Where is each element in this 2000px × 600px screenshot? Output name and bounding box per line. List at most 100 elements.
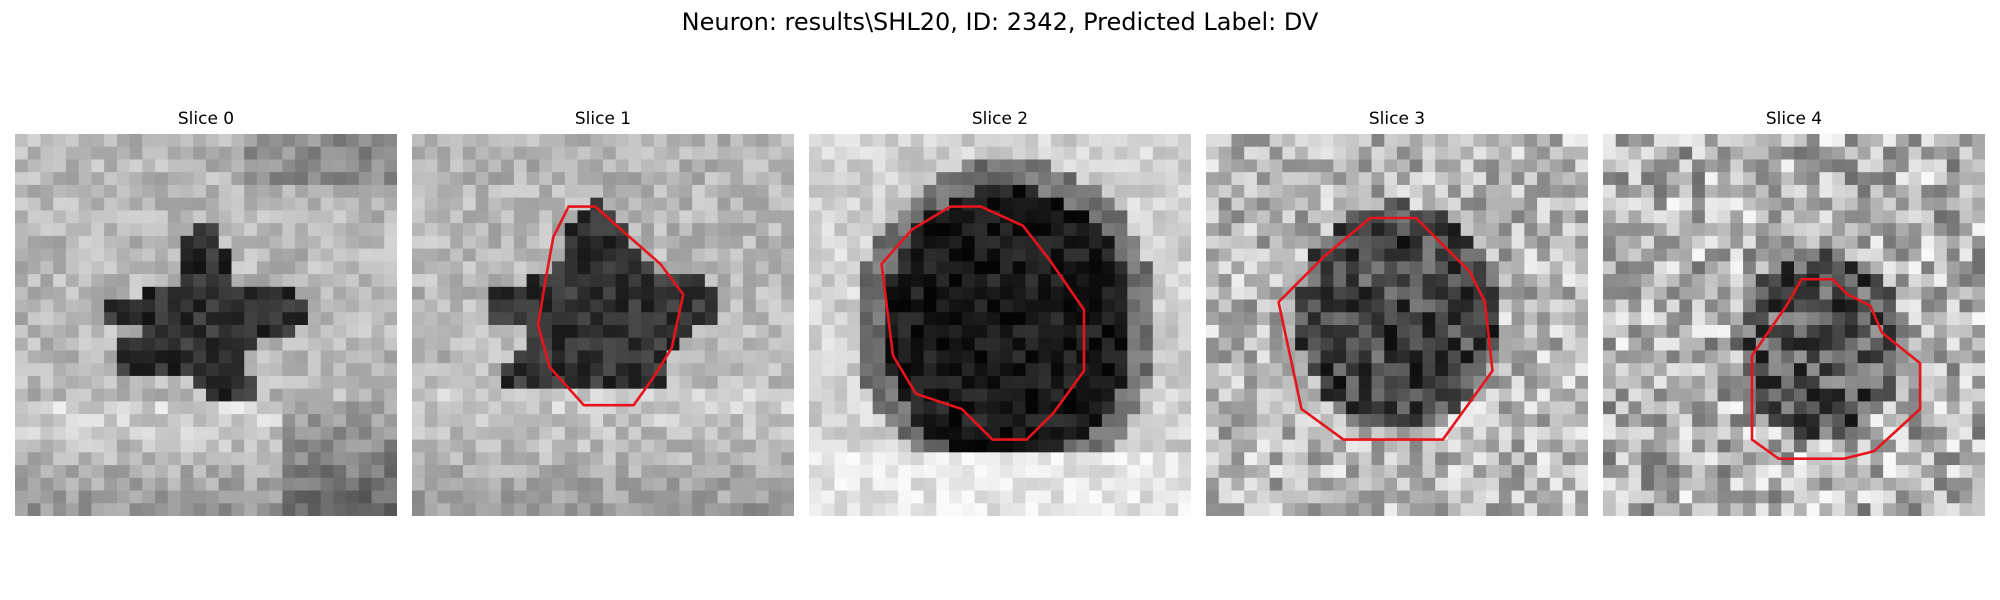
pixel — [1140, 172, 1154, 186]
pixel — [552, 274, 566, 288]
pixel — [1870, 248, 1884, 262]
pixel — [1165, 452, 1179, 466]
pixel — [40, 286, 54, 301]
pixel — [142, 401, 156, 415]
pixel — [539, 325, 553, 339]
pixel — [1679, 337, 1693, 352]
pixel — [40, 134, 54, 148]
pixel — [821, 172, 836, 186]
pixel — [231, 210, 245, 224]
pixel — [1025, 261, 1039, 275]
pixel — [269, 375, 283, 390]
pixel — [231, 146, 245, 161]
pixel — [755, 503, 770, 516]
pixel — [1704, 312, 1719, 326]
pixel — [244, 235, 258, 250]
pixel — [1562, 337, 1576, 352]
pixel — [1717, 172, 1731, 186]
pixel — [834, 134, 848, 148]
pixel — [885, 146, 899, 161]
pixel — [462, 439, 477, 453]
pixel — [1140, 274, 1154, 288]
pixel — [743, 426, 757, 441]
pixel — [1704, 172, 1719, 186]
pixel — [104, 299, 118, 313]
pixel — [27, 146, 42, 161]
pixel — [1025, 286, 1039, 301]
pixel — [1012, 426, 1027, 441]
pixel — [1498, 325, 1513, 339]
pixel — [1679, 439, 1693, 453]
pixel — [116, 210, 131, 224]
pixel — [961, 363, 976, 377]
pixel — [949, 325, 963, 339]
pixel — [358, 172, 373, 186]
pixel — [1089, 401, 1103, 415]
pixel — [1537, 350, 1551, 364]
pixel — [1460, 465, 1474, 479]
pixel — [1679, 223, 1693, 237]
pixel — [1959, 159, 1973, 173]
pixel — [1806, 363, 1821, 377]
pixel — [320, 350, 334, 364]
pixel — [1921, 490, 1935, 504]
pixel — [1946, 477, 1961, 492]
pixel — [1244, 426, 1258, 441]
pixel — [1704, 261, 1719, 275]
pixel — [1934, 235, 1948, 250]
pixel — [295, 465, 309, 479]
pixel — [564, 439, 579, 453]
pixel — [218, 375, 233, 390]
pixel — [1717, 223, 1731, 237]
pixel — [1435, 248, 1449, 262]
pixel — [590, 248, 604, 262]
pixel — [1730, 426, 1744, 441]
pixel — [1473, 426, 1487, 441]
pixel — [1857, 286, 1871, 301]
pixel — [730, 439, 744, 453]
pixel — [1320, 452, 1334, 466]
pixel — [1972, 426, 1985, 441]
pixel — [1320, 197, 1334, 211]
pixel — [1908, 197, 1922, 211]
pixel — [437, 210, 451, 224]
pixel — [1460, 235, 1474, 250]
pixel — [564, 134, 579, 148]
pixel — [1371, 350, 1385, 364]
pixel — [1524, 401, 1538, 415]
pixel — [1857, 363, 1871, 377]
pixel — [526, 261, 540, 275]
pixel — [1549, 261, 1564, 275]
pixel — [1422, 197, 1436, 211]
pixel — [1076, 184, 1090, 199]
pixel — [1409, 375, 1424, 390]
pixel — [1012, 134, 1027, 148]
pixel — [1959, 452, 1973, 466]
pixel — [923, 375, 937, 390]
pixel — [1641, 477, 1655, 492]
pixel — [1908, 325, 1922, 339]
pixel — [1679, 134, 1693, 148]
pixel — [1397, 426, 1411, 441]
pixel — [1076, 477, 1090, 492]
pixel — [666, 184, 680, 199]
pixel — [1460, 490, 1474, 504]
pixel — [104, 172, 118, 186]
pixel — [1140, 439, 1154, 453]
pixel — [1562, 426, 1576, 441]
pixel — [898, 134, 912, 148]
pixel — [1346, 325, 1360, 339]
pixel — [1511, 235, 1525, 250]
pixel — [910, 477, 925, 492]
pixel — [65, 477, 80, 492]
pixel — [501, 350, 515, 364]
pixel — [180, 439, 194, 453]
pixel — [282, 223, 296, 237]
pixel — [590, 210, 604, 224]
pixel — [1870, 184, 1884, 199]
pixel — [155, 146, 169, 161]
pixel — [462, 388, 477, 402]
pixel — [244, 248, 258, 262]
pixel — [615, 375, 630, 390]
pixel — [1743, 134, 1757, 148]
